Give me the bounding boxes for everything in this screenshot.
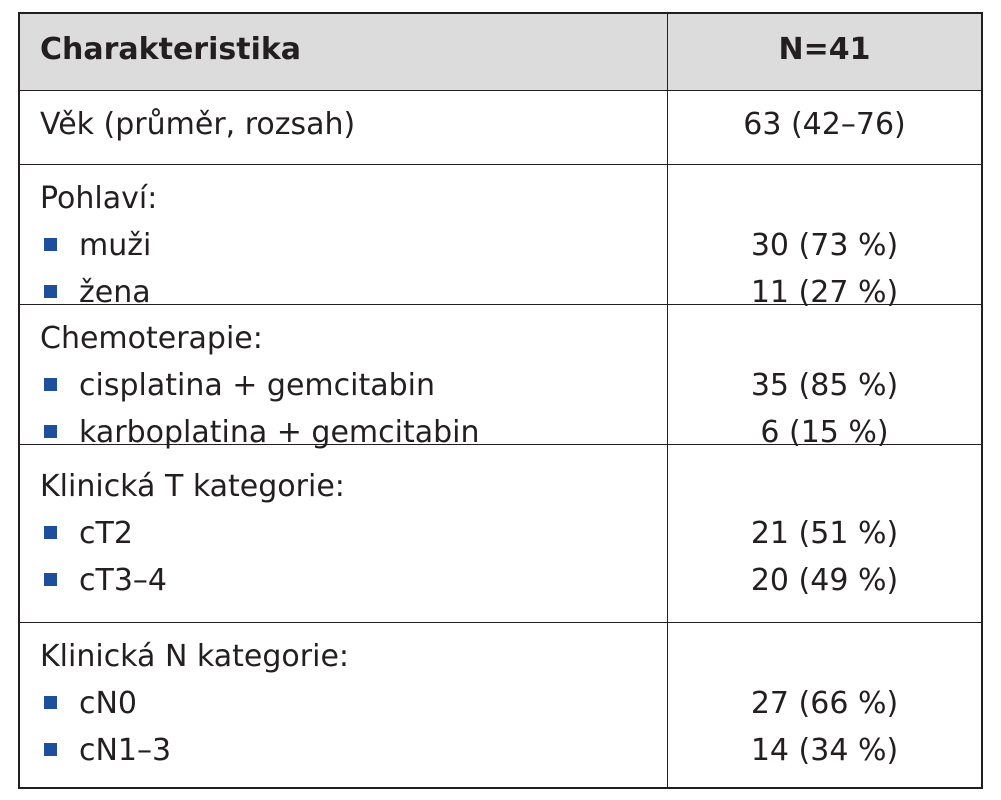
item-label: cN0 [40, 680, 667, 727]
spacer [668, 175, 981, 222]
value-cell: 27 (66 %) 14 (34 %) [668, 623, 981, 787]
item-value: 21 (51 %) [750, 516, 899, 551]
row-label: Klinická N kategorie: [40, 639, 350, 674]
bullet [44, 696, 57, 709]
item-value: 14 (34 %) [750, 733, 899, 768]
header-cell: Charakteristika [20, 14, 668, 90]
row-label: Chemoterapie: [40, 321, 263, 356]
table-row: Chemoterapie: cisplatina + gemcitabin karb… [20, 304, 981, 450]
spacer [668, 463, 981, 510]
item-label: karboplatina + gemcitabin [40, 409, 667, 456]
table-row: Klinická N kategorie: cN0 cN1–3 27 (66 %) 14… [20, 622, 981, 787]
label-cell: Klinická N kategorie: cN0 cN1–3 [20, 623, 668, 787]
value-cell: 21 (51 %) 20 (49 %) [668, 445, 981, 622]
item-value: 20 (49 %) [750, 563, 899, 598]
bullet [44, 285, 57, 298]
item-text: cT3–4 [79, 563, 167, 598]
table-row: Pohlaví: muži žena 30 (73 %) 11 (27 %) [20, 164, 981, 310]
row-label: Pohlaví: [40, 181, 158, 216]
table: Charakteristika N=41 Věk (průměr, rozsah… [18, 12, 983, 789]
header-row: Charakteristika N=41 [20, 14, 981, 90]
row-label: Klinická T kategorie: [40, 469, 345, 504]
item-label: cT3–4 [40, 557, 667, 604]
item-value: 27 (66 %) [750, 686, 899, 721]
item-text: cN0 [79, 686, 138, 721]
item-text: muži [79, 228, 152, 263]
value-cell: 63 (42–76) [668, 91, 981, 164]
bullet [44, 526, 57, 539]
label-cell: Klinická T kategorie: cT2 cT3–4 [20, 445, 668, 622]
row-label: Věk (průměr, rozsah) [40, 107, 356, 142]
bullet [44, 425, 57, 438]
item-value: 35 (85 %) [750, 368, 899, 403]
item-text: karboplatina + gemcitabin [79, 415, 480, 450]
bullet [44, 238, 57, 251]
item-label: cT2 [40, 510, 667, 557]
value-cell: 35 (85 %) 6 (15 %) [668, 305, 981, 450]
item-text: cisplatina + gemcitabin [79, 368, 436, 403]
spacer [668, 633, 981, 680]
bullet [44, 573, 57, 586]
label-cell: Věk (průměr, rozsah) [20, 91, 668, 164]
spacer [668, 315, 981, 362]
bullet [44, 378, 57, 391]
item-value: 30 (73 %) [750, 228, 899, 263]
item-label: žena [40, 269, 667, 316]
item-value: 6 (15 %) [760, 415, 889, 450]
item-value: 11 (27 %) [750, 275, 899, 310]
value-cell: 30 (73 %) 11 (27 %) [668, 165, 981, 310]
item-text: žena [79, 275, 151, 310]
label-cell: Pohlaví: muži žena [20, 165, 668, 310]
item-label: cisplatina + gemcitabin [40, 362, 667, 409]
item-text: cT2 [79, 516, 133, 551]
item-text: cN1–3 [79, 733, 172, 768]
item-label: muži [40, 222, 667, 269]
table-row: Klinická T kategorie: cT2 cT3–4 21 (51 %) 20… [20, 444, 981, 622]
header-cell: N=41 [778, 32, 871, 67]
bullet [44, 743, 57, 756]
row-value: 63 (42–76) [743, 107, 906, 142]
table-row: Věk (průměr, rozsah) 63 (42–76) [20, 90, 981, 164]
item-label: cN1–3 [40, 727, 667, 774]
label-cell: Chemoterapie: cisplatina + gemcitabin karb… [20, 305, 668, 450]
